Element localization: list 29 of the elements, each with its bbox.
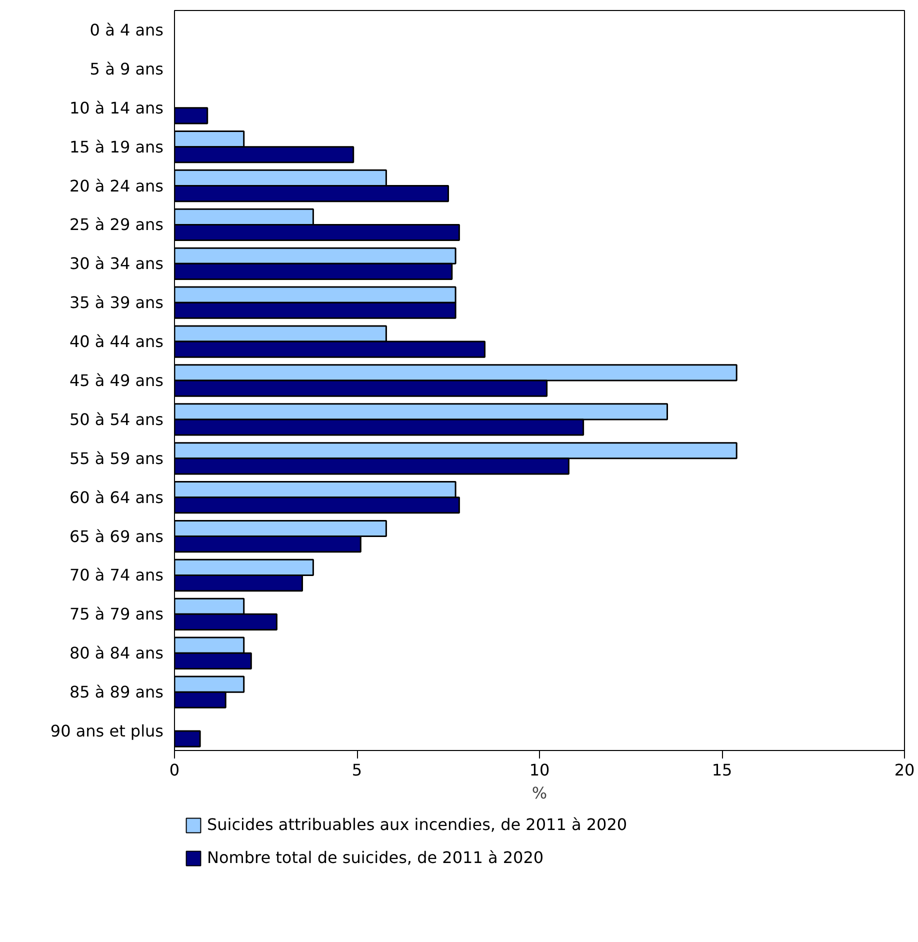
y-tick-label: 55 à 59 ans [69,448,164,468]
x-tick-label: 20 [894,760,915,780]
x-tick-label: 5 [352,760,362,780]
y-tick-label: 65 à 69 ans [69,526,164,546]
x-tick-label: 10 [529,760,550,780]
y-tick-label: 70 à 74 ans [69,566,164,585]
y-tick-label: 50 à 54 ans [69,410,164,429]
x-axis-title: % [532,784,548,802]
y-tick-label: 10 à 14 ans [69,98,164,118]
bar [174,730,201,748]
y-tick-label: 20 à 24 ans [69,176,164,196]
y-tick-label: 40 à 44 ans [69,332,164,352]
y-tick-label: 30 à 34 ans [69,254,164,274]
y-tick-label: 80 à 84 ans [69,644,164,663]
y-tick-label: 5 à 9 ans [90,59,164,78]
y-tick-label: 85 à 89 ans [69,682,164,702]
x-tick-label: 0 [169,760,180,780]
y-tick-label: 60 à 64 ans [69,488,164,507]
legend-label: Nombre total de suicides, de 2011 à 2020 [207,848,544,867]
bar [174,107,208,124]
x-tick-label: 15 [712,760,732,780]
y-tick-label: 25 à 29 ans [69,215,164,234]
y-tick-label: 90 ans et plus [50,722,164,741]
y-tick-label: 35 à 39 ans [69,293,164,312]
y-tick-label: 75 à 79 ans [69,604,164,624]
legend-label: Suicides attribuables aux incendies, de 2011 à 2020 [207,815,628,834]
y-tick-label: 0 à 4 ans [90,20,164,40]
y-tick-label: 15 à 19 ans [69,137,164,156]
y-tick-label: 45 à 49 ans [69,371,164,390]
